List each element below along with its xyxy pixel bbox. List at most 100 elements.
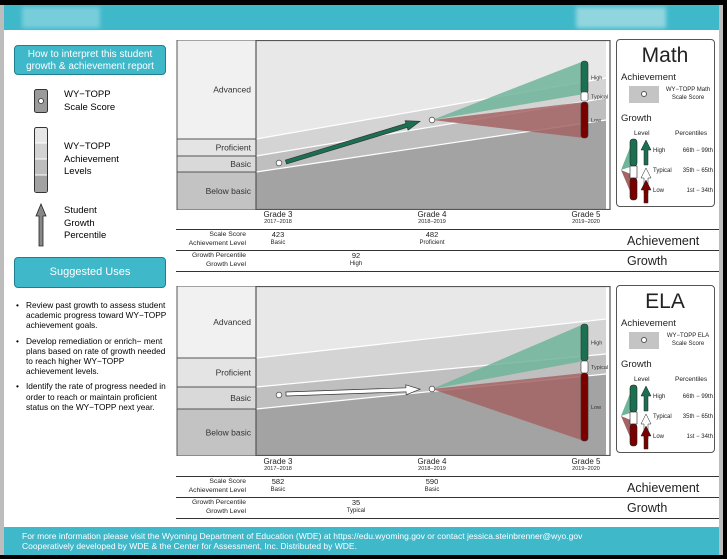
growth-percentile-label: Growth Percentile [191,499,246,506]
growth-level-label: Growth Level [205,260,246,268]
grade4-score: 482 Proficient [402,230,462,247]
projection-label: Typical [591,365,608,371]
achievement-level-value: Proficient [419,239,445,246]
ela-key: ELA Achievement WY−TOPP ELA Scale Score … [616,285,715,453]
howto-title: How to interpret this student growth & a… [14,45,166,75]
grade-name: Grade 3 [263,210,293,219]
legend-label: WY−TOPP Scale Score [64,89,116,113]
key-level-range: 66th − 99th [682,394,713,400]
growth-arrow-icon [35,203,47,247]
achievement-row-title: Achievement [627,234,700,248]
divider [176,250,719,251]
key-low-arrow-icon [640,425,652,450]
grade3-score-point [275,391,283,399]
key-growth-graphic [621,384,652,450]
report-footer: For more information please visit the Wy… [4,527,719,555]
achievement-level-label: Basic [230,159,252,169]
growth-percentile-label: Growth Percentile [191,252,246,259]
low-projection-bar [580,372,589,442]
achievement-level-label: Advanced [213,85,251,95]
achievement-levels-icon [34,127,48,193]
key-high-arrow-icon [640,139,652,166]
level-label-cell [176,171,257,210]
grade-year: 2019−2020 [572,466,600,472]
high-projection-bar [580,60,589,95]
achievement-level-label: Achievement Level [188,486,246,494]
level-label-cell [176,408,257,456]
grade-name: Grade 4 [417,457,447,466]
divider [176,271,719,272]
high-projection-fan [432,324,584,389]
key-scale-label: WY−TOPP ELA Scale Score [666,333,710,347]
suggested-use-item: Review past growth to assess student aca… [16,300,171,331]
key-scale-score-swatch [629,86,659,103]
key-level-name: Low [653,188,665,194]
growth-level-label: Growth Level [205,507,246,515]
achievement-level-value: Basic [424,486,440,493]
grade3-score-point [275,159,283,167]
achievement-band [256,319,606,387]
key-percentiles-heading: Percentiles [675,130,708,137]
projection-label: High [591,76,602,82]
low-projection-bar [580,101,589,139]
achievement-level-label: Achievement Level [188,239,246,247]
key-level-name: Low [653,434,665,440]
suggested-use-item: Develop remediation or enrich− ment plan… [16,336,171,377]
grade-year: 2018−2019 [418,466,446,472]
redacted-school-name [576,7,666,28]
scale-score-label: Scale Score [209,478,246,485]
key-scale-score-swatch [629,332,659,349]
key-subject-title: ELA [645,290,685,313]
high-projection-fan [432,61,584,120]
scale-score-dot-icon [641,91,647,97]
projection-label: Low [591,405,601,411]
ela-table: Grade 3 2017−2018 Grade 4 2018−2019 Grade … [176,455,719,523]
key-level-heading: Level [634,130,650,137]
grade-name: Grade 5 [571,457,601,466]
divider [176,476,719,477]
level-label-cell [176,286,257,359]
grade-year: 2018−2019 [418,219,446,225]
grade-label: Grade 4 2018−2019 [402,210,462,226]
achievement-band [256,40,606,139]
achievement-band [256,286,606,358]
grade3-score: 423 Basic [248,230,308,247]
achievement-level-label: Proficient [216,143,252,153]
growth-value: 92 High [326,251,386,268]
growth-row-title: Growth [627,501,668,515]
band-boundary [255,318,607,359]
key-level-heading: Level [634,376,650,383]
achievement-level-label: Basic [230,393,252,403]
key-level-range: 1st − 34th [686,188,713,194]
divider [176,518,719,519]
math-key: Math Achievement WY−TOPP Math Scale Scor… [616,39,715,207]
growth-row-title: Growth [627,254,668,268]
key-growth-graphic [621,138,652,204]
report-header [4,5,719,30]
achievement-level-label: Below basic [206,186,252,196]
key-percentiles-heading: Percentiles [675,376,708,383]
key-level-name: Typical [653,414,672,420]
achievement-level-label: Proficient [216,368,252,378]
growth-level-value: Typical [346,507,366,514]
scale-score-value: 590 [425,477,439,486]
growth-percentile-value: 35 [351,498,361,507]
key-subject-title: Math [641,44,689,67]
legend-scale-score: WY−TOPP Scale Score [14,89,166,119]
key-high-arrow-icon [640,385,652,412]
key-level-range: 35th − 65th [682,414,713,420]
grade4-score-point [428,116,436,124]
footer-info-line: For more information please visit the Wy… [22,531,583,541]
scale-score-dot-icon [641,337,647,343]
suggested-uses-list: Review past growth to assess student aca… [16,300,171,417]
growth-arrow [284,120,421,165]
grade4-score: 590 Basic [402,477,462,494]
grade-name: Grade 3 [263,457,293,466]
divider [176,229,719,230]
legend-label: Student Growth Percentile [64,205,107,241]
math-table: Grade 3 2017−2018 Grade 4 2018−2019 Grade … [176,208,719,276]
grade-label: Grade 3 2017−2018 [248,210,308,226]
projection-label: Low [591,118,601,124]
legend-growth-percentile: Student Growth Percentile [14,203,166,248]
level-label-cell [176,357,257,388]
